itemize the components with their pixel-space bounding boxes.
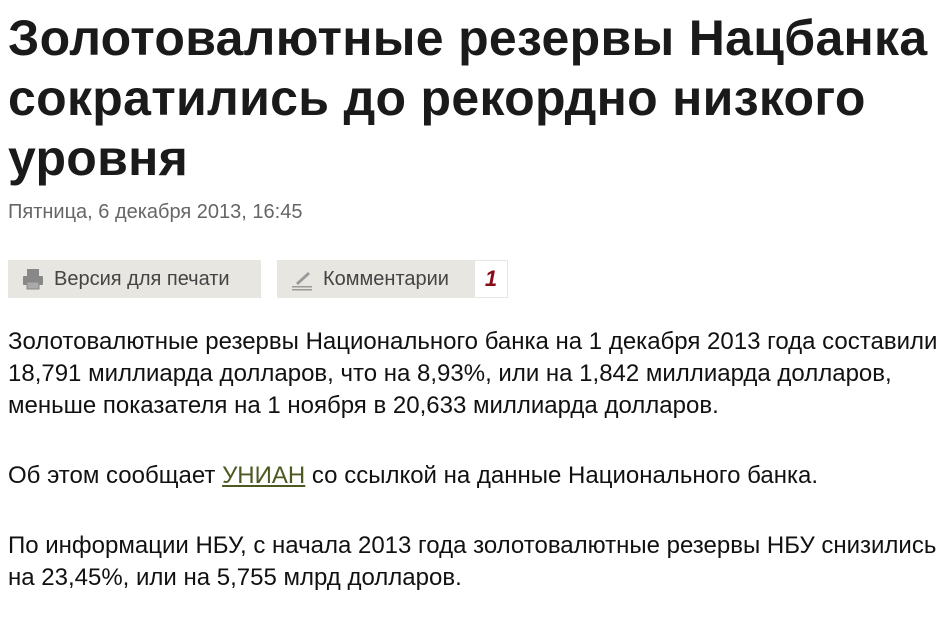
comments-button[interactable]: Комментарии 1 [277, 260, 508, 298]
unian-link[interactable]: УНИАН [222, 462, 306, 489]
comments-label: Комментарии [323, 267, 449, 290]
page-title: Золотовалютные резервы Нацбанка сократил… [8, 10, 928, 186]
comments-count-badge[interactable]: 1 [474, 260, 508, 298]
paragraph: По информации НБУ, с начала 2013 года зо… [8, 532, 937, 591]
paragraph: Об этом сообщает УНИАН со ссылкой на дан… [8, 460, 946, 492]
article-body: Золотовалютные резервы Национального бан… [8, 326, 946, 594]
article-toolbar: Версия для печати Комментарии 1 [8, 260, 946, 298]
print-version-label: Версия для печати [54, 267, 230, 290]
printer-icon [20, 266, 46, 292]
paragraph-text: Об этом сообщает [8, 462, 223, 489]
article-date: Пятница, 6 декабря 2013, 16:45 [8, 201, 303, 223]
pen-icon [289, 266, 315, 292]
print-version-button[interactable]: Версия для печати [8, 260, 261, 298]
article: Золотовалютные резервы Нацбанка сократил… [8, 10, 946, 594]
paragraph: Золотовалютные резервы Национального бан… [8, 328, 938, 419]
paragraph-text: со ссылкой на данные Национального банка… [305, 462, 818, 489]
